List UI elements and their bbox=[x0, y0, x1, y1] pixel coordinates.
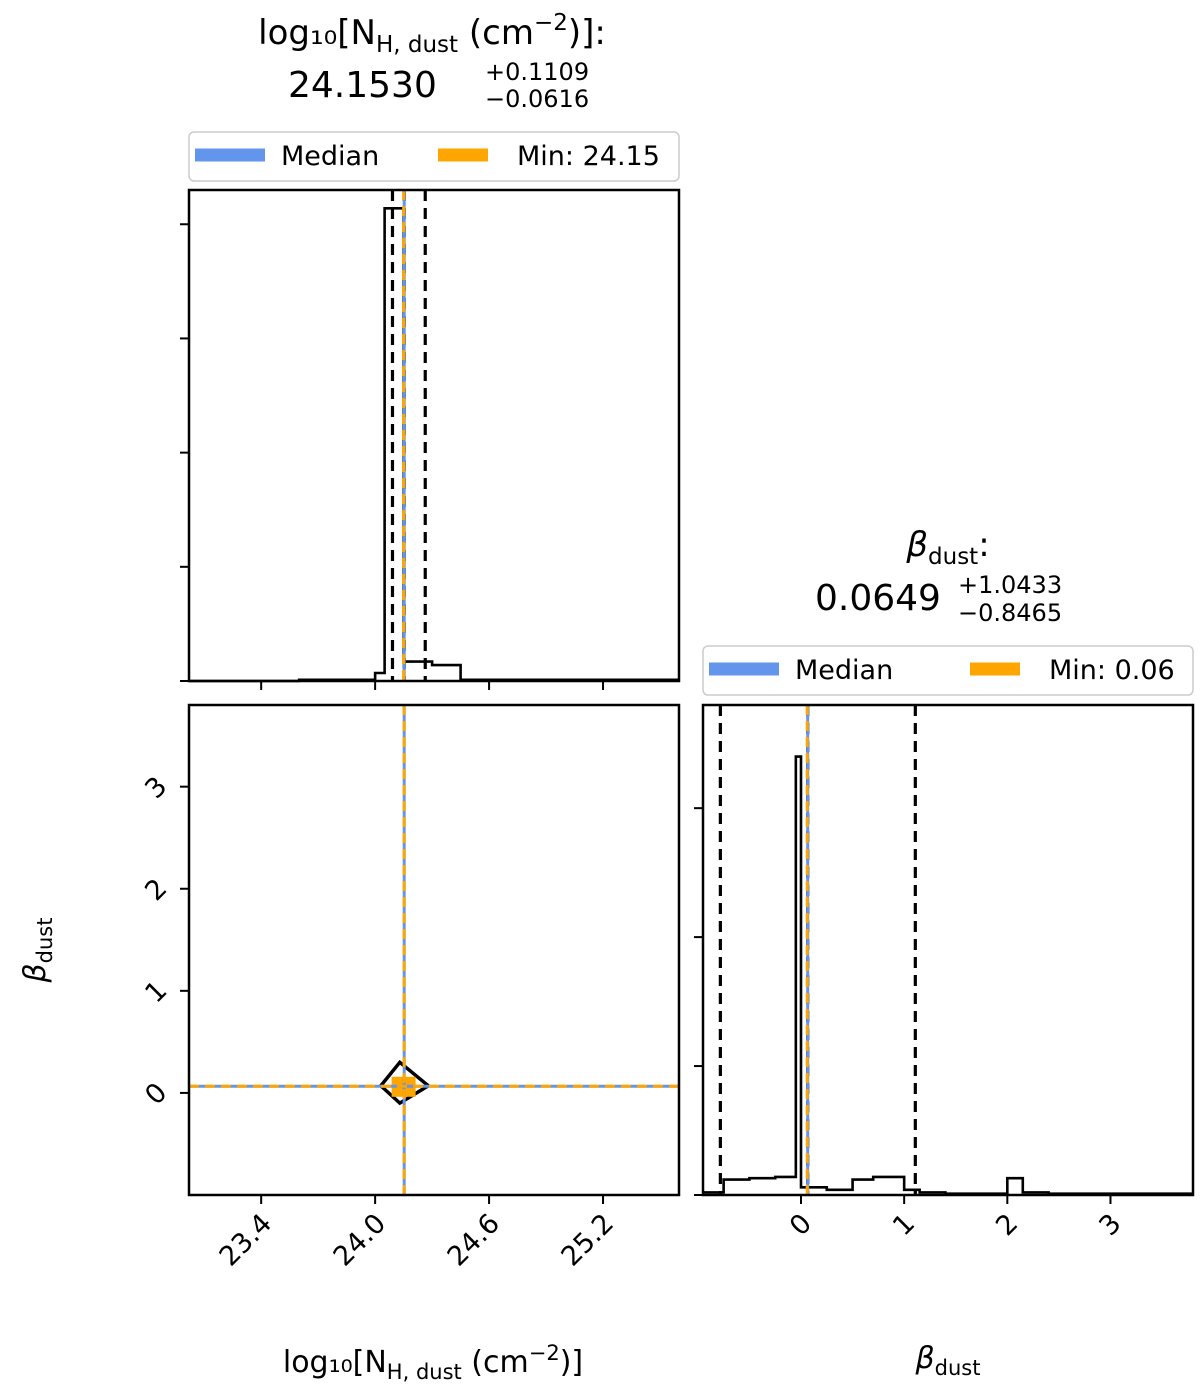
legend-nh-box bbox=[188, 131, 680, 182]
title-beta-sub: dust bbox=[928, 544, 978, 570]
xlabel-beta-main: β bbox=[915, 1341, 935, 1376]
legend-beta-min-label: Min: 0.06 bbox=[1049, 655, 1175, 686]
panel-beta-histogram: 0 1 2 3 bbox=[694, 703, 1195, 1242]
beta-hist-bar bbox=[724, 1180, 750, 1195]
nh-hist-bar bbox=[432, 665, 460, 681]
panel-nh-vs-beta-scatter: 23.4 24.0 24.6 25.2 0 1 2 3 bbox=[139, 703, 681, 1272]
scatter-y-tick-label: 0 bbox=[139, 1077, 173, 1111]
title-beta-colon: : bbox=[978, 525, 989, 565]
beta-frame bbox=[701, 703, 1195, 1197]
xlabel-beta: βdust bbox=[915, 1341, 981, 1380]
title-nh-main: log₁₀[N bbox=[258, 13, 376, 53]
beta-hist-bar bbox=[749, 1178, 775, 1195]
beta-hist-bar bbox=[775, 1177, 796, 1195]
title-nh-value: 24.1530 bbox=[288, 65, 437, 106]
title-beta-dust: βdust: 0.0649 +1.0433 −0.8465 bbox=[815, 525, 1062, 627]
scatter-frame bbox=[187, 703, 681, 1197]
scatter-x-tick-label: 25.2 bbox=[556, 1208, 620, 1272]
xlabel-nh-end: )] bbox=[560, 1345, 583, 1380]
legend-beta-box bbox=[702, 645, 1194, 696]
beta-x-tick-label: 0 bbox=[784, 1208, 818, 1242]
beta-x-tick-label: 3 bbox=[1093, 1208, 1127, 1242]
beta-hist-outline bbox=[703, 755, 1193, 1196]
title-nh-dust: log₁₀[NH, dust (cm−2)]: 24.1530 +0.1109 … bbox=[258, 10, 606, 113]
title-nh-after: (cm bbox=[458, 13, 534, 53]
scatter-y-tick-label: 3 bbox=[139, 771, 173, 805]
svg-text:βdust:: βdust: bbox=[905, 525, 989, 570]
svg-text:βdust: βdust bbox=[915, 1341, 981, 1380]
xlabel-nh: log₁₀[NH, dust (cm−2)] bbox=[283, 1341, 583, 1384]
scatter-x-tick-label: 24.6 bbox=[442, 1208, 506, 1272]
title-nh-plus: +0.1109 bbox=[485, 58, 589, 86]
svg-text:βdust: βdust bbox=[18, 918, 57, 984]
scatter-y-tick-label: 2 bbox=[139, 873, 173, 907]
legend-beta: Median Min: 0.06 bbox=[702, 645, 1194, 696]
scatter-y-tick-label: 1 bbox=[139, 975, 173, 1009]
scatter-x-tick-label: 24.0 bbox=[328, 1208, 392, 1272]
xlabel-nh-sub: H, dust bbox=[387, 1360, 462, 1384]
legend-beta-median-label: Median bbox=[795, 655, 893, 686]
panel-nh-histogram bbox=[180, 188, 681, 690]
title-nh-minus: −0.0616 bbox=[485, 85, 589, 113]
title-nh-end: )]: bbox=[568, 13, 606, 53]
legend-nh-median-label: Median bbox=[281, 141, 379, 172]
beta-hist-bar bbox=[1007, 1178, 1022, 1195]
title-beta-value: 0.0649 bbox=[815, 578, 941, 619]
scatter-x-tick-label: 23.4 bbox=[214, 1208, 278, 1272]
nh-hist-outline bbox=[189, 206, 679, 683]
legend-nh-min-label: Min: 24.15 bbox=[517, 141, 660, 172]
legend-nh: Median Min: 24.15 bbox=[188, 131, 680, 182]
title-nh-sub: H, dust bbox=[376, 32, 458, 58]
beta-x-tick-label: 2 bbox=[990, 1208, 1024, 1242]
xlabel-beta-sub: dust bbox=[935, 1356, 981, 1380]
title-beta-minus: −0.8465 bbox=[958, 599, 1062, 627]
nh-hist-bar bbox=[413, 662, 432, 681]
beta-hist-bar bbox=[853, 1180, 874, 1195]
ylabel-beta: βdust bbox=[18, 918, 57, 984]
svg-text:log₁₀[NH, dust (cm−2)]: log₁₀[NH, dust (cm−2)] bbox=[283, 1341, 583, 1384]
svg-text:log₁₀[NH, dust (cm−2)]:: log₁₀[NH, dust (cm−2)]: bbox=[258, 10, 606, 58]
nh-frame bbox=[187, 188, 681, 683]
title-beta-main: β bbox=[905, 525, 928, 565]
xlabel-nh-after: (cm bbox=[462, 1345, 529, 1380]
title-beta-plus: +1.0433 bbox=[958, 571, 1062, 599]
title-nh-sup: −2 bbox=[534, 10, 568, 36]
ylabel-beta-sub: dust bbox=[33, 918, 57, 964]
beta-hist-bar bbox=[873, 1177, 904, 1195]
xlabel-nh-sup: −2 bbox=[529, 1341, 560, 1365]
ylabel-beta-main: β bbox=[18, 963, 53, 983]
beta-x-tick-label: 1 bbox=[887, 1208, 921, 1242]
xlabel-nh-main: log₁₀[N bbox=[283, 1345, 387, 1380]
